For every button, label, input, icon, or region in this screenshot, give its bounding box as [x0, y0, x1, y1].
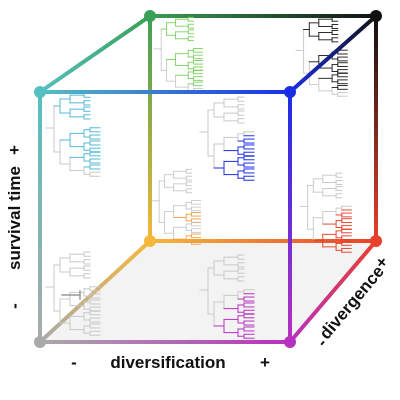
cube-corners	[34, 10, 382, 348]
axis-survival-time: + survival time -	[5, 145, 24, 309]
axis-diversification: - diversification +	[71, 353, 270, 372]
cube-front-edges	[38, 14, 378, 344]
edge-diag-top-right	[288, 14, 378, 94]
edge-diag-top-left	[38, 14, 152, 94]
cube-back-edges	[38, 14, 378, 344]
tree-gray-bottom-left	[45, 251, 101, 336]
tree-red-bottom-back	[299, 172, 352, 253]
edge-diag-bottom-left	[38, 239, 152, 344]
corner-gray	[34, 336, 46, 348]
diversification-label: diversification	[110, 353, 225, 372]
diversification-plus: +	[260, 353, 270, 372]
tree-cyan-top-front	[45, 92, 101, 177]
corner-blue	[284, 86, 296, 98]
tree-green-top-back	[153, 16, 204, 93]
tree-orange-bottom-back	[151, 168, 202, 245]
corner-red	[370, 235, 382, 247]
corner-cyan	[34, 86, 46, 98]
tree-blue-top-front	[199, 96, 255, 181]
tree-layer	[45, 16, 352, 339]
corner-orange	[144, 235, 156, 247]
survival-label: survival time	[5, 166, 24, 270]
corner-green	[144, 10, 156, 22]
corner-magenta	[284, 336, 296, 348]
survival-plus: +	[5, 145, 24, 155]
survival-minus: -	[5, 303, 24, 309]
tree-magenta-bottom-front	[199, 254, 255, 339]
edge-diag-bottom-right	[288, 239, 378, 344]
tree-black-top-back	[295, 16, 348, 97]
corner-black	[370, 10, 382, 22]
diversification-minus: -	[71, 353, 77, 372]
